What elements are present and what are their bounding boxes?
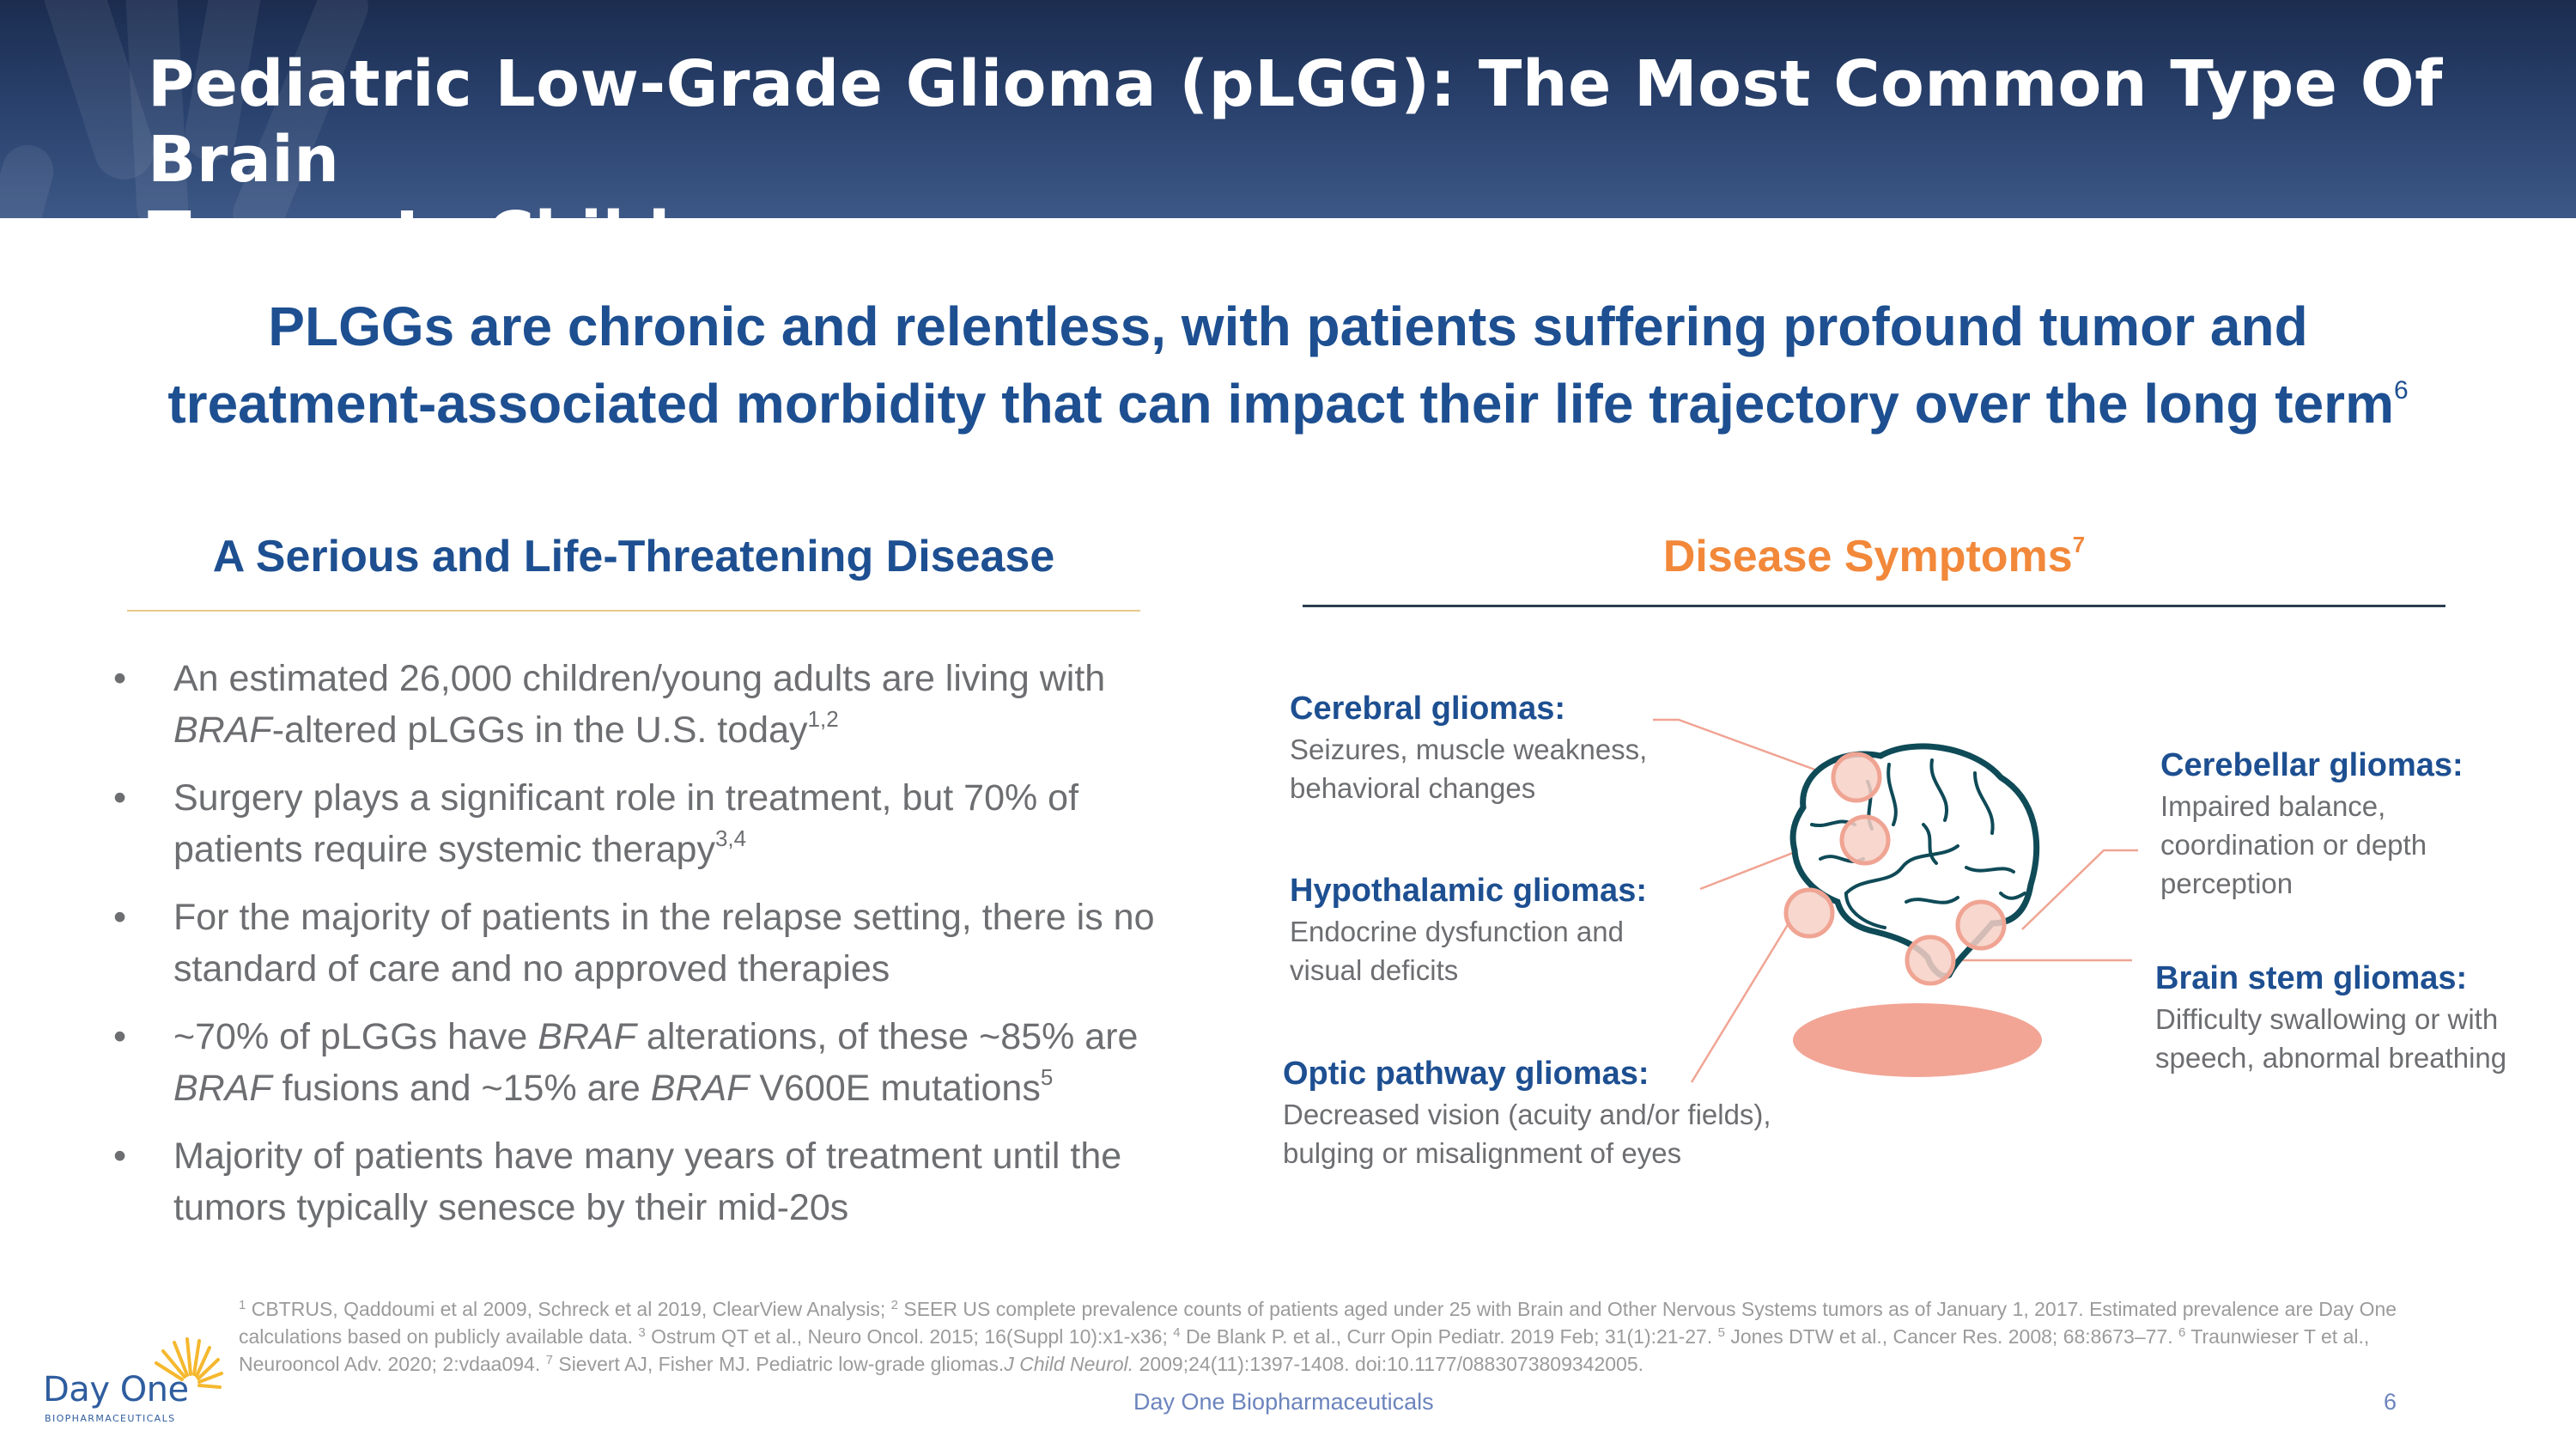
footnote-text: CBTRUS, Qaddoumi et al 2009, Schreck et … xyxy=(251,1298,886,1320)
bullet-text: alterations, of these ~85% are xyxy=(635,1016,1139,1057)
list-item: • Surgery plays a significant role in tr… xyxy=(103,772,1168,875)
list-item: • ~70% of pLGGs have BRAF alterations, o… xyxy=(103,1011,1168,1114)
footer-company-name: Day One Biopharmaceuticals xyxy=(1133,1389,1434,1415)
key-message-line-2-text: treatment-associated morbidity that can … xyxy=(167,373,2394,435)
title-line-2: Tumor In Children xyxy=(148,198,2552,218)
footnote-text: Jones DTW et al., Cancer Res. 2008; 68:8… xyxy=(1730,1325,2173,1348)
symptom-cerebellar: Cerebellar gliomas: Impaired balance, co… xyxy=(2160,744,2538,903)
symptom-description: speech, abnormal breathing xyxy=(2155,1042,2507,1074)
bullet-icon: • xyxy=(113,1016,127,1057)
bullet-text: fusions and ~15% are xyxy=(271,1068,651,1109)
symptom-title: Optic pathway gliomas: xyxy=(1283,1056,1649,1092)
key-message-line-1: PLGGs are chronic and relentless, with p… xyxy=(268,295,2308,357)
sun-rays-icon xyxy=(155,1337,223,1389)
highlight-circle-icon xyxy=(1783,752,2007,986)
footnote-text: Ostrum QT et al., Neuro Oncol. 2015; 16(… xyxy=(651,1325,1168,1348)
footnote-text: Traunwieser T et al., Neurooncol Adv. 20… xyxy=(239,1325,2370,1375)
symptom-description: Seizures, muscle weakness, xyxy=(1290,734,1648,765)
footnote-text: De Blank P. et al., Curr Opin Pediatr. 2… xyxy=(1185,1325,1713,1348)
symptom-description: visual deficits xyxy=(1290,954,1459,986)
symptom-description: Endocrine dysfunction and xyxy=(1290,916,1624,947)
key-message: PLGGs are chronic and relentless, with p… xyxy=(86,288,2490,442)
footnote-number: 5 xyxy=(1717,1325,1725,1340)
footnote-text: 2009;24(11):1397-1408. doi:10.1177/08830… xyxy=(1133,1353,1644,1375)
page-title: Pediatric Low-Grade Glioma (pLGG): The M… xyxy=(148,46,2552,218)
list-item: • An estimated 26,000 children/young adu… xyxy=(103,653,1168,756)
right-section-heading: Disease Symptoms7 xyxy=(1303,531,2445,582)
callout-lines xyxy=(1653,718,2138,1083)
symptom-brain-stem: Brain stem gliomas: Difficulty swallowin… xyxy=(2155,957,2559,1077)
gene-name: BRAF xyxy=(173,709,272,751)
symptom-description: behavioral changes xyxy=(1290,772,1536,804)
bullet-text: An estimated 26,000 children/young adult… xyxy=(173,658,1106,699)
bullet-icon: • xyxy=(113,1135,127,1177)
footnote-ref: 1,2 xyxy=(807,706,839,732)
gene-name: BRAF xyxy=(173,1068,272,1109)
symptom-description: perception xyxy=(2160,868,2293,899)
right-heading-divider xyxy=(1303,605,2445,607)
title-banner: Pediatric Low-Grade Glioma (pLGG): The M… xyxy=(0,0,2576,218)
symptom-description: bulging or misalignment of eyes xyxy=(1283,1137,1682,1169)
bullet-text: V600E mutations xyxy=(749,1068,1041,1109)
bullet-text: For the majority of patients in the rela… xyxy=(173,897,1155,989)
bullet-icon: • xyxy=(113,658,127,699)
bullet-text: Majority of patients have many years of … xyxy=(173,1135,1122,1228)
decorative-ray xyxy=(0,139,59,218)
brain-icon xyxy=(1789,743,2040,979)
disease-facts-list: • An estimated 26,000 children/young adu… xyxy=(103,653,1168,1250)
left-heading-divider xyxy=(127,610,1140,612)
symptom-hypothalamic: Hypothalamic gliomas: Endocrine dysfunct… xyxy=(1290,869,1685,989)
symptom-cerebral: Cerebral gliomas: Seizures, muscle weakn… xyxy=(1290,687,1685,807)
bullet-icon: • xyxy=(113,777,127,819)
list-item: • Majority of patients have many years o… xyxy=(103,1130,1168,1233)
footnote-ref: 7 xyxy=(2072,532,2086,557)
references: 1 CBTRUS, Qaddoumi et al 2009, Schreck e… xyxy=(239,1295,2403,1378)
gene-name: BRAF xyxy=(538,1016,636,1057)
footnote-number: 4 xyxy=(1173,1325,1181,1340)
symptom-description: Impaired balance, xyxy=(2160,790,2386,822)
page-number: 6 xyxy=(2384,1389,2397,1415)
symptom-title: Hypothalamic gliomas: xyxy=(1290,873,1647,909)
symptom-title: Cerebral gliomas: xyxy=(1290,691,1565,727)
footnote-number: 6 xyxy=(2178,1325,2186,1340)
title-line-1: Pediatric Low-Grade Glioma (pLGG): The M… xyxy=(148,47,2443,197)
footnote-text: SEER US complete prevalence counts of pa… xyxy=(239,1298,2397,1348)
journal-name: J Child Neurol. xyxy=(1004,1353,1134,1375)
footnote-number: 2 xyxy=(890,1298,898,1312)
bullet-text: Surgery plays a significant role in trea… xyxy=(173,777,1079,870)
symptom-optic-pathway: Optic pathway gliomas: Decreased vision … xyxy=(1283,1052,1832,1172)
bullet-text: ~70% of pLGGs have xyxy=(173,1016,538,1057)
footnote-number: 7 xyxy=(545,1353,553,1367)
key-message-line-2: treatment-associated morbidity that can … xyxy=(86,365,2490,442)
footnote-number: 1 xyxy=(239,1298,246,1312)
logo-wordmark: Day One xyxy=(43,1370,189,1409)
footnote-ref: 3,4 xyxy=(714,825,747,851)
symptom-description: Difficulty swallowing or with xyxy=(2155,1003,2499,1035)
list-item: • For the majority of patients in the re… xyxy=(103,892,1168,995)
bullet-icon: • xyxy=(113,897,127,938)
footnote-ref: 6 xyxy=(2393,376,2409,405)
footnote-ref: 5 xyxy=(1040,1064,1054,1090)
left-section-heading: A Serious and Life-Threatening Disease xyxy=(212,532,1055,581)
logo-subtitle: BIOPHARMACEUTICALS xyxy=(45,1413,176,1424)
symptom-title: Brain stem gliomas: xyxy=(2155,960,2468,996)
gene-name: BRAF xyxy=(650,1068,750,1109)
symptom-description: coordination or depth xyxy=(2160,829,2427,861)
footnote-number: 3 xyxy=(638,1325,646,1340)
symptom-title: Cerebellar gliomas: xyxy=(2160,747,2464,783)
right-section-heading-text: Disease Symptoms xyxy=(1662,532,2073,581)
footnote-text: Sievert AJ, Fisher MJ. Pediatric low-gra… xyxy=(558,1353,1005,1375)
symptom-description: Decreased vision (acuity and/or fields), xyxy=(1283,1099,1771,1130)
company-logo: Day One BIOPHARMACEUTICALS xyxy=(43,1336,240,1424)
bullet-text: -altered pLGGs in the U.S. today xyxy=(271,709,808,751)
